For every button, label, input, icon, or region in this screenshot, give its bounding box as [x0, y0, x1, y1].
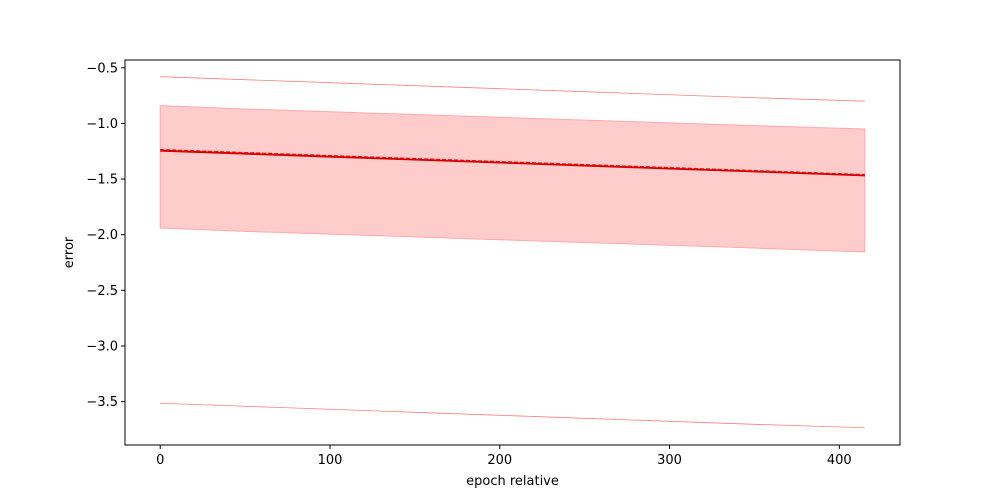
band-area [159, 105, 866, 253]
x-tick-label: 0 [156, 453, 164, 468]
plot-area [159, 76, 866, 429]
x-tick-label: 200 [487, 453, 512, 468]
series-line-outer-lower [160, 402, 865, 429]
y-axis: −3.5 −3.0 −2.5 −2.0 −1.5 −1.0 −0.5 [86, 61, 125, 410]
x-tick-label: 300 [657, 453, 682, 468]
x-tick-label: 400 [827, 453, 852, 468]
y-tick-label: −0.5 [86, 61, 118, 76]
series-line-mean [160, 149, 865, 177]
y-tick-label: −1.0 [86, 117, 118, 132]
y-tick-label: −3.5 [86, 395, 118, 410]
y-tick-label: −3.0 [86, 339, 118, 354]
x-tick-label: 100 [318, 453, 343, 468]
y-tick-label: −1.5 [86, 173, 118, 188]
y-tick-label: −2.5 [86, 284, 118, 299]
series-line-median [160, 148, 865, 176]
y-tick-label: −2.0 [86, 228, 118, 243]
y-axis-label: error [62, 236, 77, 268]
axes-frame [124, 59, 901, 446]
series-line-outer-upper [160, 76, 865, 102]
x-axis: 0 100 200 300 400 [156, 445, 852, 468]
x-axis-label: epoch relative [466, 474, 559, 489]
